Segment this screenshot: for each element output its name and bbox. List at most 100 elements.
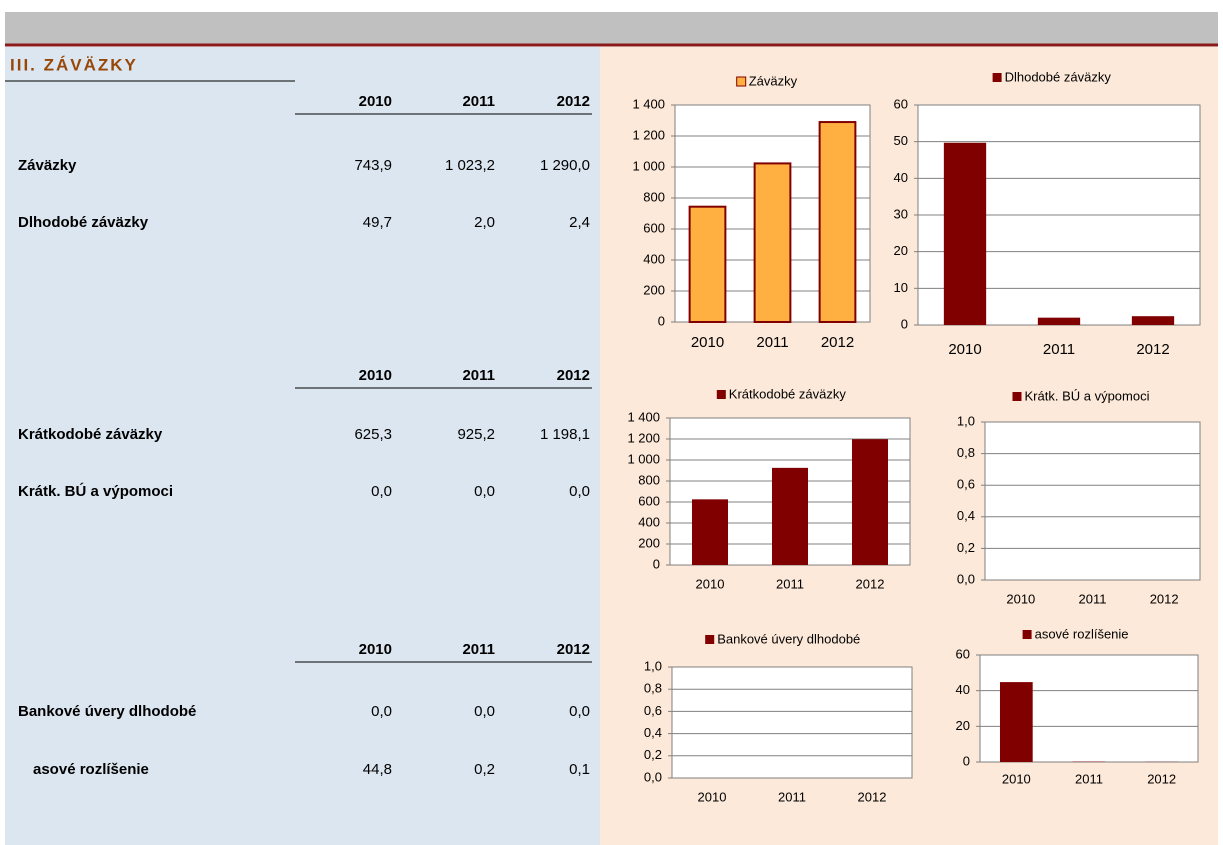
y-tick-label: 30 xyxy=(894,206,908,221)
legend-swatch xyxy=(736,76,747,87)
y-tick-label: 200 xyxy=(643,282,665,297)
left-panel xyxy=(5,47,600,845)
y-tick-label: 0,6 xyxy=(957,477,975,492)
x-tick-label: 2010 xyxy=(696,576,725,591)
plot-area xyxy=(984,421,1201,581)
y-tick-label: 1 400 xyxy=(632,96,665,111)
row-label: Krátkodobé záväzky xyxy=(18,426,163,443)
bar xyxy=(772,467,808,565)
plot-area xyxy=(671,666,913,779)
x-tick-label: 2010 xyxy=(1006,591,1035,606)
bar xyxy=(852,439,888,565)
y-tick-label: 0 xyxy=(658,313,665,328)
cell-value: 2,0 xyxy=(474,214,495,231)
y-tick-label: 0,0 xyxy=(957,571,975,586)
column-header: 2011 xyxy=(462,641,495,658)
bar xyxy=(1037,317,1081,325)
legend-swatch xyxy=(1012,392,1022,401)
y-tick-label: 20 xyxy=(956,718,970,733)
row-label: Dlhodobé záväzky xyxy=(18,214,149,231)
legend-label: Dlhodobé záväzky xyxy=(1005,69,1112,84)
y-tick-label: 1,0 xyxy=(957,413,975,428)
y-tick-label: 40 xyxy=(956,682,970,697)
y-tick-label: 400 xyxy=(638,514,660,529)
y-tick-label: 1 200 xyxy=(627,430,660,445)
row-label: Bankové úvery dlhodobé xyxy=(18,703,196,720)
x-tick-label: 2012 xyxy=(1136,341,1169,358)
y-tick-label: 800 xyxy=(643,189,665,204)
legend-label: Krátk. BÚ a výpomoci xyxy=(1025,388,1150,403)
y-tick-label: 0 xyxy=(901,316,908,331)
x-tick-label: 2011 xyxy=(1043,341,1075,358)
column-header: 2011 xyxy=(462,367,495,384)
y-tick-label: 0,8 xyxy=(957,445,975,460)
y-tick-label: 1 000 xyxy=(627,451,660,466)
row-label: Krátk. BÚ a výpomoci xyxy=(18,482,173,500)
y-tick-label: 1 200 xyxy=(632,127,665,142)
cell-value: 0,0 xyxy=(371,483,392,500)
y-tick-label: 400 xyxy=(643,251,665,266)
legend-swatch xyxy=(716,390,726,399)
bar xyxy=(999,682,1033,762)
y-tick-label: 800 xyxy=(638,472,660,487)
legend-label: Krátkodobé záväzky xyxy=(729,386,847,401)
x-tick-label: 2011 xyxy=(778,789,806,804)
x-tick-label: 2010 xyxy=(1002,771,1031,786)
section-title: III. ZÁVÄZKY xyxy=(10,55,138,74)
y-tick-label: 0 xyxy=(963,753,970,768)
bar xyxy=(818,121,857,323)
x-tick-label: 2012 xyxy=(856,576,885,591)
y-tick-label: 60 xyxy=(956,646,970,661)
x-tick-label: 2012 xyxy=(821,334,854,351)
y-tick-label: 1,0 xyxy=(644,658,662,673)
bar xyxy=(688,205,727,323)
x-tick-label: 2010 xyxy=(691,334,724,351)
column-header: 2010 xyxy=(359,641,392,658)
y-tick-label: 0 xyxy=(653,556,660,571)
cell-value: 0,0 xyxy=(569,483,590,500)
y-tick-label: 0,2 xyxy=(957,540,975,555)
y-tick-label: 10 xyxy=(894,280,908,295)
legend-label: asové rozlíšenie xyxy=(1035,626,1129,641)
cell-value: 0,0 xyxy=(474,703,495,720)
x-tick-label: 2011 xyxy=(1075,771,1103,786)
legend-label: Bankové úvery dlhodobé xyxy=(717,631,860,646)
cell-value: 743,9 xyxy=(354,157,392,174)
cell-value: 44,8 xyxy=(363,761,392,778)
cell-value: 49,7 xyxy=(363,214,392,231)
bar xyxy=(1131,316,1175,325)
y-tick-label: 0,4 xyxy=(644,725,662,740)
y-tick-label: 0,2 xyxy=(644,747,662,762)
y-tick-label: 50 xyxy=(894,133,908,148)
y-tick-label: 1 400 xyxy=(627,409,660,424)
bar xyxy=(692,499,728,565)
x-tick-label: 2011 xyxy=(1079,591,1107,606)
y-tick-label: 0,8 xyxy=(644,681,662,696)
x-tick-label: 2012 xyxy=(1147,771,1176,786)
cell-value: 925,2 xyxy=(457,426,495,443)
row-label: asové rozlíšenie xyxy=(33,761,149,778)
top-bar xyxy=(5,12,1218,45)
column-header: 2012 xyxy=(557,367,590,384)
column-header: 2010 xyxy=(359,93,392,110)
legend-swatch xyxy=(705,635,715,644)
x-tick-label: 2012 xyxy=(1150,591,1179,606)
y-tick-label: 200 xyxy=(638,535,660,550)
y-tick-label: 60 xyxy=(894,96,908,111)
legend-swatch xyxy=(992,73,1002,82)
bar xyxy=(753,162,792,323)
x-tick-label: 2012 xyxy=(858,789,887,804)
column-header: 2012 xyxy=(557,93,590,110)
cell-value: 0,2 xyxy=(474,761,495,778)
column-header: 2010 xyxy=(359,367,392,384)
legend-label: Záväzky xyxy=(749,73,798,88)
cell-value: 0,0 xyxy=(474,483,495,500)
y-tick-label: 1 000 xyxy=(632,158,665,173)
cell-value: 0,0 xyxy=(371,703,392,720)
y-tick-label: 600 xyxy=(643,220,665,235)
y-tick-label: 0,4 xyxy=(957,508,975,523)
legend-swatch xyxy=(1022,630,1032,639)
x-tick-label: 2010 xyxy=(698,789,727,804)
column-header: 2011 xyxy=(462,93,495,110)
